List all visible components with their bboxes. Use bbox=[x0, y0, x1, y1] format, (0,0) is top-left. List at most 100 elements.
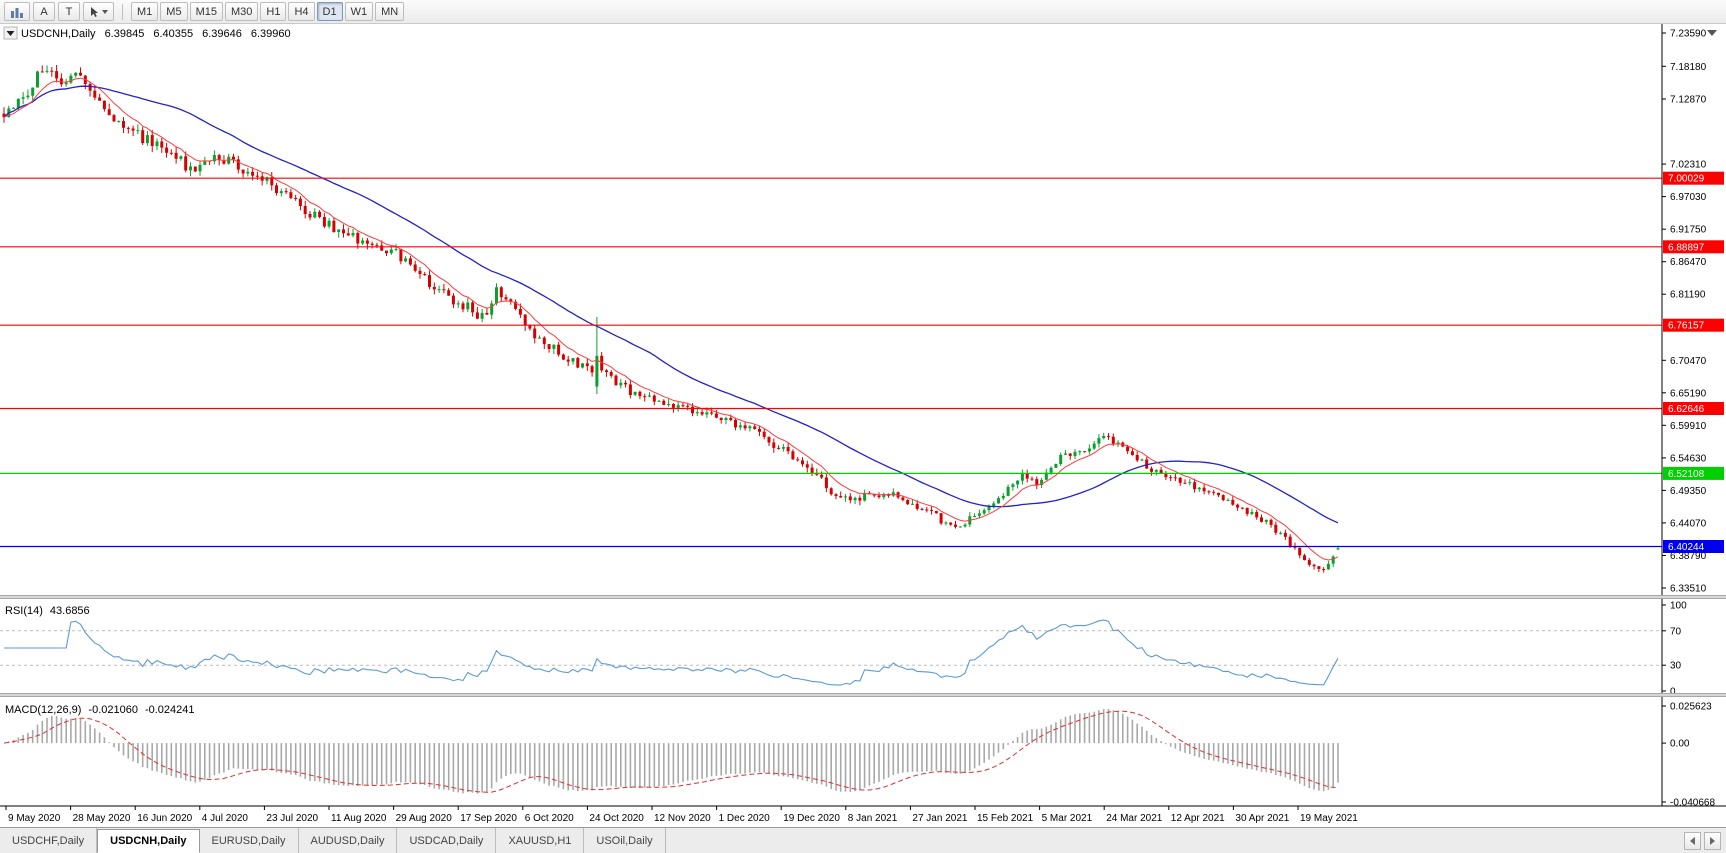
ma-slow-line[interactable] bbox=[3, 85, 1339, 524]
chart-menu-icon bbox=[6, 31, 15, 36]
price-axis: 7.23590 7.18180 7.12870 7.02310 6.97030 6.917… bbox=[1662, 29, 1724, 809]
macd-signal-value: -0.024241 bbox=[145, 704, 195, 716]
symbol-tabs: USDCHF,Daily USDCNH,Daily EURUSD,Daily AUDU… bbox=[0, 828, 666, 853]
svg-text:6.97030: 6.97030 bbox=[1670, 192, 1707, 203]
svg-text:6.70470: 6.70470 bbox=[1670, 356, 1707, 367]
svg-text:6.44070: 6.44070 bbox=[1670, 518, 1707, 529]
price-level-badge-6.62646: 6.62646 bbox=[1663, 402, 1724, 415]
tab-xauusd-h1[interactable]: XAUUSD,H1 bbox=[496, 828, 585, 853]
svg-text:19 May 2021: 19 May 2021 bbox=[1300, 813, 1358, 824]
price-level-badge-6.40244: 6.40244 bbox=[1663, 540, 1724, 553]
svg-text:6.81190: 6.81190 bbox=[1670, 290, 1706, 301]
price-level-badge-6.76157: 6.76157 bbox=[1663, 318, 1724, 332]
rsi-title: RSI(14) 43.6856 bbox=[5, 605, 90, 617]
timeframe-button-m5[interactable]: M5 bbox=[160, 2, 188, 21]
timeframe-button-h1[interactable]: H1 bbox=[260, 2, 287, 21]
timeframe-button-mn[interactable]: MN bbox=[375, 2, 405, 21]
svg-text:12 Nov 2020: 12 Nov 2020 bbox=[654, 813, 711, 824]
svg-text:11 Aug 2020: 11 Aug 2020 bbox=[331, 813, 387, 824]
chart-symbol: USDCNH,Daily bbox=[21, 28, 96, 40]
tab-audusd-daily[interactable]: AUDUSD,Daily bbox=[299, 828, 398, 853]
tab-usdcnh-daily[interactable]: USDCNH,Daily bbox=[97, 829, 200, 853]
macd-signal-line bbox=[3, 710, 1339, 793]
ohlc-close: 6.39960 bbox=[251, 28, 291, 40]
annotation-a-button[interactable]: A bbox=[33, 2, 55, 21]
svg-text:30: 30 bbox=[1670, 661, 1682, 672]
svg-text:6.33510: 6.33510 bbox=[1670, 584, 1707, 595]
timeframe-button-m30[interactable]: M30 bbox=[224, 2, 259, 21]
annotation-a-label: A bbox=[40, 5, 48, 18]
chart-area[interactable]: 7.23590 7.18180 7.12870 7.02310 6.97030 6.917… bbox=[0, 24, 1726, 827]
svg-text:28 May 2020: 28 May 2020 bbox=[73, 813, 131, 824]
ohlc-high: 6.40355 bbox=[153, 28, 193, 40]
tab-eurusd-daily[interactable]: EURUSD,Daily bbox=[200, 828, 299, 853]
timeframe-button-m1[interactable]: M1 bbox=[131, 2, 159, 21]
scale-menu-icon[interactable] bbox=[1707, 30, 1717, 36]
svg-text:7.00029: 7.00029 bbox=[1668, 174, 1705, 185]
macd-main-value: -0.021060 bbox=[88, 704, 138, 716]
svg-text:-0.040668: -0.040668 bbox=[1670, 798, 1715, 809]
svg-text:6 Oct 2020: 6 Oct 2020 bbox=[525, 813, 574, 824]
macd-histogram bbox=[8, 708, 1339, 794]
scroll-left-icon bbox=[1690, 836, 1695, 845]
timeframe-button-h4[interactable]: H4 bbox=[288, 2, 315, 21]
svg-text:9 May 2020: 9 May 2020 bbox=[8, 813, 61, 824]
tab-usoil-daily[interactable]: USOil,Daily bbox=[584, 828, 666, 853]
text-tool-label: T bbox=[65, 5, 73, 18]
svg-text:24 Mar 2021: 24 Mar 2021 bbox=[1106, 813, 1163, 824]
price-level-badge-6.88897: 6.88897 bbox=[1663, 240, 1724, 254]
svg-text:0.00: 0.00 bbox=[1670, 739, 1690, 750]
rsi-splitter[interactable] bbox=[0, 595, 1726, 599]
svg-text:27 Jan 2021: 27 Jan 2021 bbox=[912, 813, 967, 824]
svg-text:7.02310: 7.02310 bbox=[1670, 160, 1707, 171]
tab-usdchf-daily[interactable]: USDCHF,Daily bbox=[0, 828, 98, 853]
svg-text:6.65190: 6.65190 bbox=[1670, 388, 1707, 399]
macd-title: MACD(12,26,9) -0.021060 -0.024241 bbox=[5, 704, 195, 716]
charts-grid-icon bbox=[11, 7, 23, 18]
svg-text:0.025623: 0.025623 bbox=[1670, 702, 1712, 713]
svg-text:7.18180: 7.18180 bbox=[1670, 62, 1707, 73]
svg-text:6.88897: 6.88897 bbox=[1668, 242, 1705, 253]
svg-text:6.86470: 6.86470 bbox=[1670, 257, 1707, 268]
time-axis: 9 May 2020 28 May 2020 16 Jun 2020 4 Jul 20… bbox=[5, 806, 1358, 824]
svg-text:23 Jul 2020: 23 Jul 2020 bbox=[266, 813, 318, 824]
svg-text:15 Feb 2021: 15 Feb 2021 bbox=[977, 813, 1034, 824]
chart-header: USDCNH,Daily 6.39845 6.40355 6.39646 6.39960 bbox=[3, 26, 1717, 40]
svg-text:6.40244: 6.40244 bbox=[1668, 542, 1705, 553]
svg-text:29 Aug 2020: 29 Aug 2020 bbox=[396, 813, 453, 824]
ohlc-open: 6.39845 bbox=[105, 28, 145, 40]
svg-text:0: 0 bbox=[1670, 687, 1676, 698]
svg-text:7.23590: 7.23590 bbox=[1670, 29, 1707, 40]
symbol-tabbar: USDCHF,Daily USDCNH,Daily EURUSD,Daily AUDU… bbox=[0, 827, 1726, 853]
rsi-line bbox=[4, 619, 1339, 686]
timeframe-button-w1[interactable]: W1 bbox=[344, 2, 374, 21]
svg-text:6.62646: 6.62646 bbox=[1668, 404, 1705, 415]
svg-text:17 Sep 2020: 17 Sep 2020 bbox=[460, 813, 517, 824]
chart-svg[interactable]: 7.23590 7.18180 7.12870 7.02310 6.97030 6.917… bbox=[0, 24, 1726, 827]
svg-text:6.54630: 6.54630 bbox=[1670, 453, 1707, 464]
tab-scroll-left-button[interactable] bbox=[1684, 831, 1701, 850]
tab-usdcad-daily[interactable]: USDCAD,Daily bbox=[397, 828, 497, 853]
ma-fast-line[interactable] bbox=[3, 77, 1339, 561]
svg-text:6.91750: 6.91750 bbox=[1670, 225, 1707, 236]
svg-text:6.76157: 6.76157 bbox=[1668, 321, 1705, 332]
price-level-badge-6.52108: 6.52108 bbox=[1663, 466, 1724, 480]
chart-title: USDCNH,Daily 6.39845 6.40355 6.39646 6.39960 bbox=[21, 28, 291, 40]
macd-splitter[interactable] bbox=[0, 693, 1726, 697]
pointer-tool-button[interactable] bbox=[83, 2, 114, 21]
tab-scroll-controls bbox=[1679, 828, 1726, 853]
rsi-label: RSI(14) bbox=[5, 605, 43, 617]
svg-text:16 Jun 2020: 16 Jun 2020 bbox=[137, 813, 192, 824]
text-tool-button[interactable]: T bbox=[58, 2, 80, 21]
svg-text:30 Apr 2021: 30 Apr 2021 bbox=[1235, 813, 1289, 824]
svg-text:4 Jul 2020: 4 Jul 2020 bbox=[202, 813, 249, 824]
svg-text:70: 70 bbox=[1670, 626, 1682, 637]
price-level-badge-7.00029: 7.00029 bbox=[1663, 171, 1724, 185]
timeframe-group: M1 M5 M15 M30 H1 H4 D1 W1 MN bbox=[131, 2, 405, 21]
charts-grid-button[interactable] bbox=[4, 2, 30, 21]
timeframe-button-d1[interactable]: D1 bbox=[316, 2, 343, 21]
top-toolbar: A T M1 M5 M15 M30 H1 H4 D1 W1 MN bbox=[0, 0, 1726, 24]
timeframe-button-m15[interactable]: M15 bbox=[189, 2, 223, 21]
scroll-right-icon bbox=[1710, 836, 1715, 845]
tab-scroll-right-button[interactable] bbox=[1704, 831, 1721, 850]
